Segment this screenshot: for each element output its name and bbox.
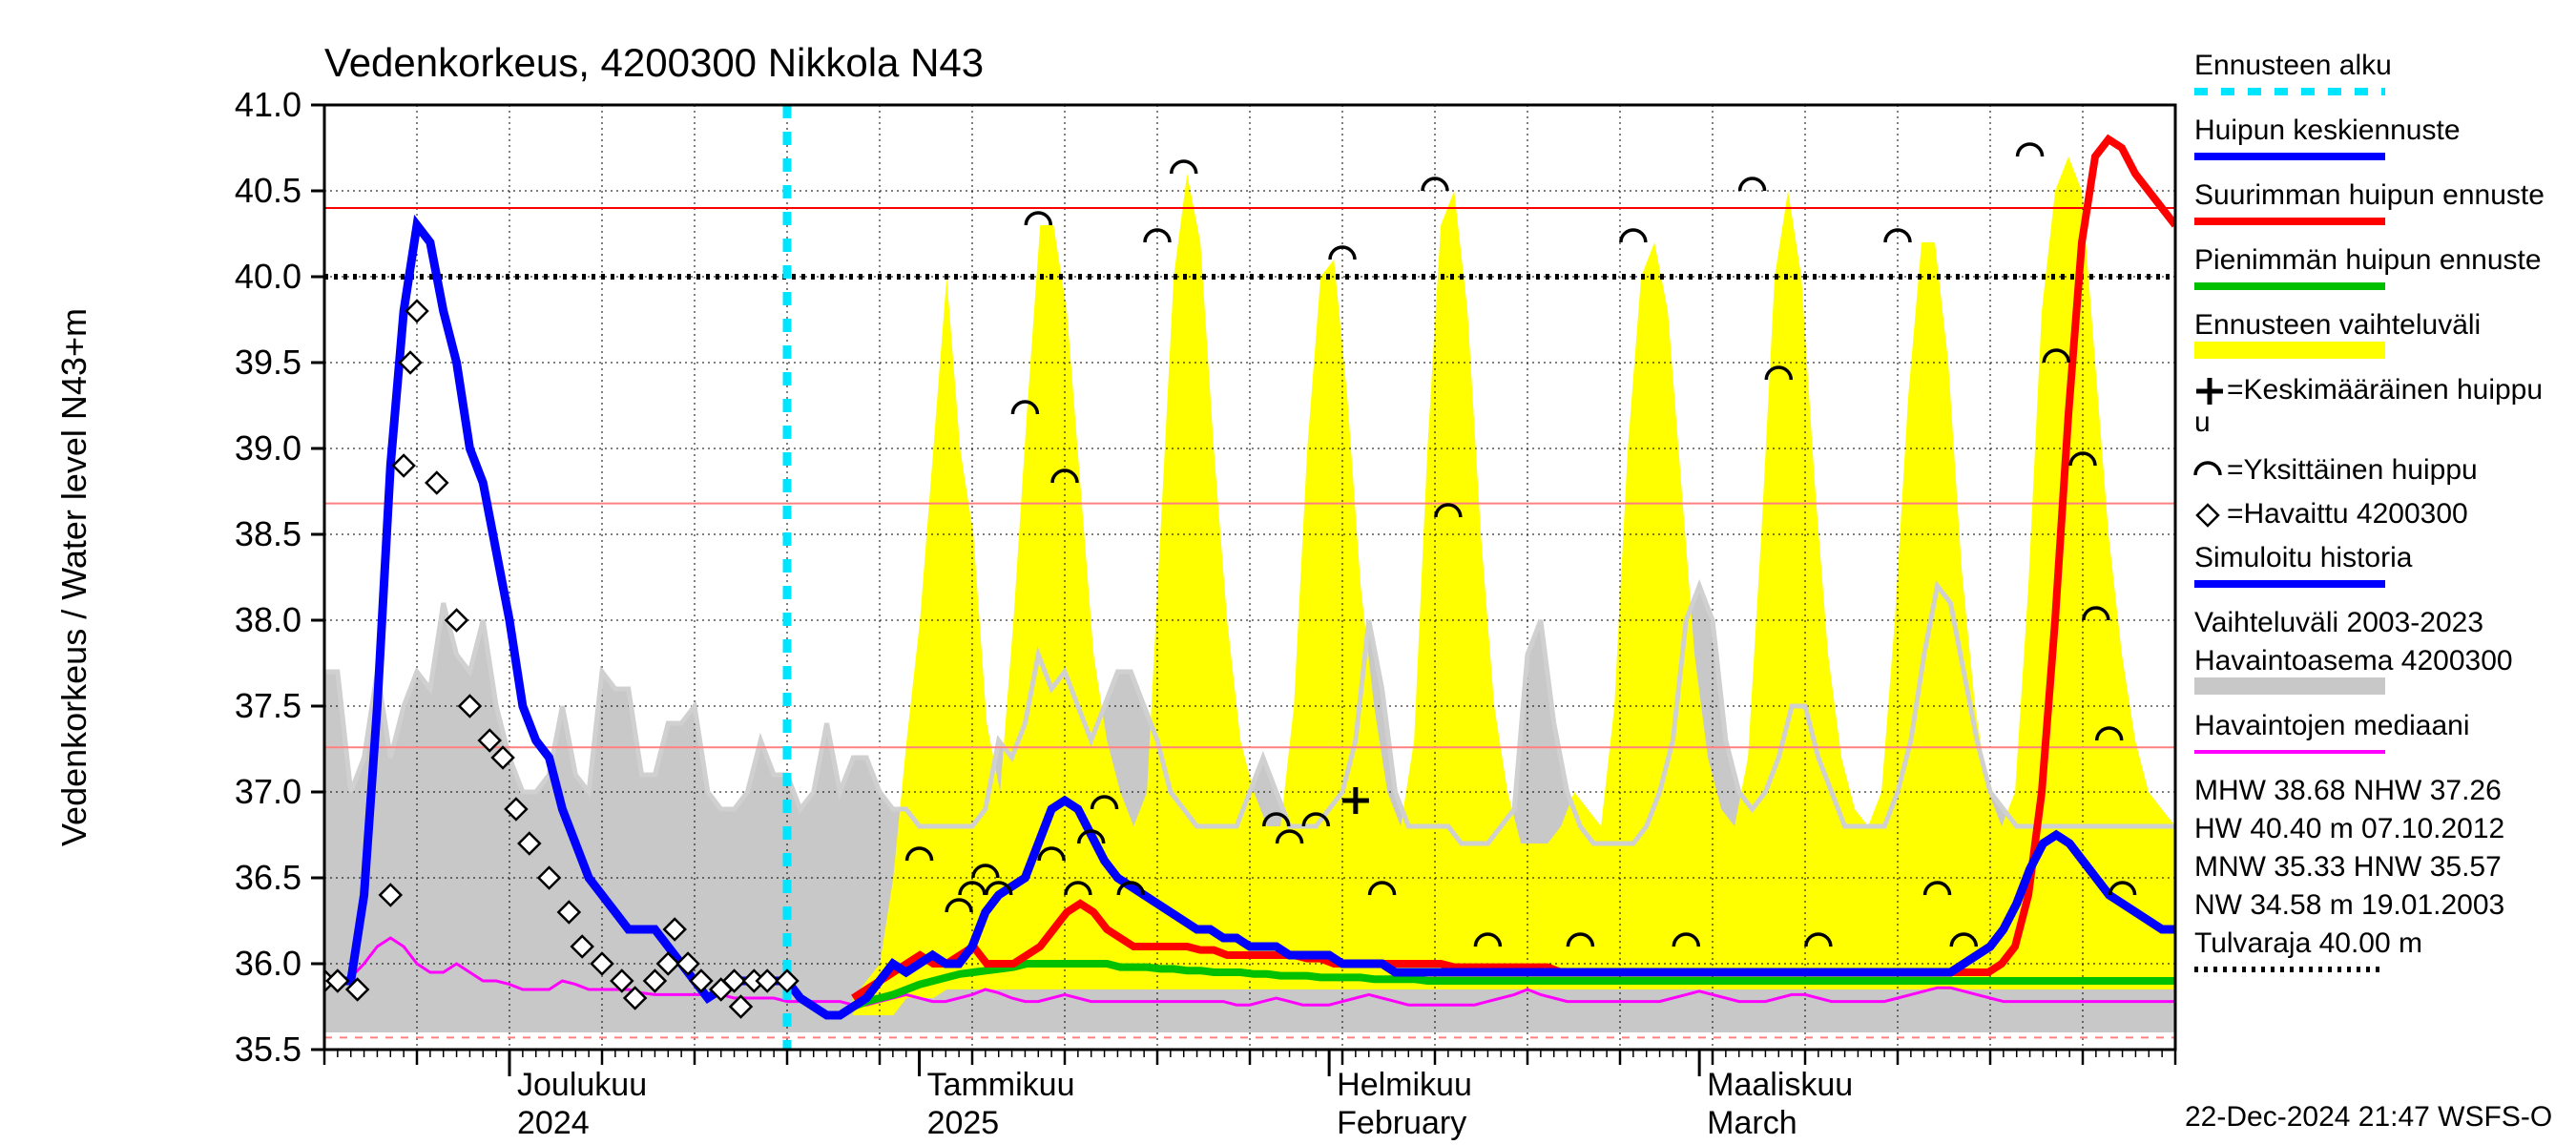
svg-text:=Yksittäinen huippu: =Yksittäinen huippu (2227, 454, 2478, 486)
svg-text:February: February (1337, 1105, 1466, 1141)
svg-text:Pienimmän huipun ennuste: Pienimmän huipun ennuste (2194, 244, 2542, 276)
peak-arc (1740, 178, 1765, 191)
observation-diamond (393, 455, 414, 476)
svg-text:37.5: 37.5 (235, 686, 301, 725)
svg-text:=Keskimääräinen huippu: =Keskimääräinen huippu (2227, 374, 2543, 406)
svg-text:Ennusteen alku: Ennusteen alku (2194, 50, 2392, 81)
observation-diamond (426, 472, 447, 493)
peak-arc (1026, 213, 1050, 225)
svg-text:35.5: 35.5 (235, 1030, 301, 1069)
svg-text:Vaihteluväli 2003-2023: Vaihteluväli 2003-2023 (2194, 607, 2483, 638)
svg-text:2024: 2024 (517, 1105, 590, 1141)
svg-text:38.5: 38.5 (235, 514, 301, 553)
svg-text:Ennusteen vaihteluväli: Ennusteen vaihteluväli (2194, 309, 2481, 341)
svg-text:38.0: 38.0 (235, 600, 301, 639)
svg-text:Simuloitu historia: Simuloitu historia (2194, 542, 2413, 573)
svg-text:Joulukuu: Joulukuu (517, 1067, 647, 1103)
peak-arc (1172, 161, 1196, 174)
svg-text:Havaintoasema 4200300: Havaintoasema 4200300 (2194, 645, 2513, 677)
svg-text:22-Dec-2024 21:47 WSFS-O: 22-Dec-2024 21:47 WSFS-O (2185, 1101, 2552, 1133)
svg-text:MNW 35.33 HNW 35.57: MNW 35.33 HNW 35.57 (2194, 851, 2502, 883)
svg-text:36.0: 36.0 (235, 944, 301, 983)
svg-text:Tulvaraja 40.00 m: Tulvaraja 40.00 m (2194, 927, 2422, 959)
svg-text:MHW 38.68 NHW 37.26: MHW 38.68 NHW 37.26 (2194, 775, 2502, 806)
svg-text:Maaliskuu: Maaliskuu (1707, 1067, 1853, 1103)
svg-text:=Havaittu 4200300: =Havaittu 4200300 (2227, 498, 2468, 530)
chart-container: 35.5 36.0 36.5 37.0 37.5 38.0 38.5 39.0 39.5 40.0… (0, 0, 2576, 1145)
svg-text:40.5: 40.5 (235, 171, 301, 210)
yellow-band (853, 156, 2175, 1015)
svg-text:37.0: 37.0 (235, 772, 301, 811)
peak-arc (2018, 144, 2043, 156)
svg-text:2025: 2025 (927, 1105, 1000, 1141)
svg-text:Huipun keskiennuste: Huipun keskiennuste (2194, 114, 2461, 146)
svg-text:Vedenkorkeus, 4200300 Nikkola: Vedenkorkeus, 4200300 Nikkola N43 (324, 40, 984, 85)
chart-svg: 35.5 36.0 36.5 37.0 37.5 38.0 38.5 39.0 39.5 40.0… (0, 0, 2576, 1145)
svg-text:Havaintojen mediaani: Havaintojen mediaani (2194, 710, 2470, 741)
svg-text:NW 34.58 m 19.01.2003: NW 34.58 m 19.01.2003 (2194, 889, 2504, 921)
svg-text:40.0: 40.0 (235, 257, 301, 296)
svg-text:36.5: 36.5 (235, 858, 301, 897)
svg-text:Helmikuu: Helmikuu (1337, 1067, 1472, 1103)
svg-text:Suurimman huipun ennuste: Suurimman huipun ennuste (2194, 179, 2545, 211)
svg-text:u: u (2194, 406, 2211, 438)
svg-text:39.0: 39.0 (235, 428, 301, 468)
svg-text:41.0: 41.0 (235, 85, 301, 124)
svg-text:March: March (1707, 1105, 1797, 1141)
svg-text:39.5: 39.5 (235, 343, 301, 382)
y-axis-label: Vedenkorkeus / Water level N43+m (54, 308, 93, 846)
svg-text:HW 40.40 m 07.10.2012: HW 40.40 m 07.10.2012 (2194, 813, 2504, 844)
observation-diamond (406, 301, 427, 322)
peak-arc (1621, 230, 1646, 242)
svg-text:Tammikuu: Tammikuu (927, 1067, 1075, 1103)
